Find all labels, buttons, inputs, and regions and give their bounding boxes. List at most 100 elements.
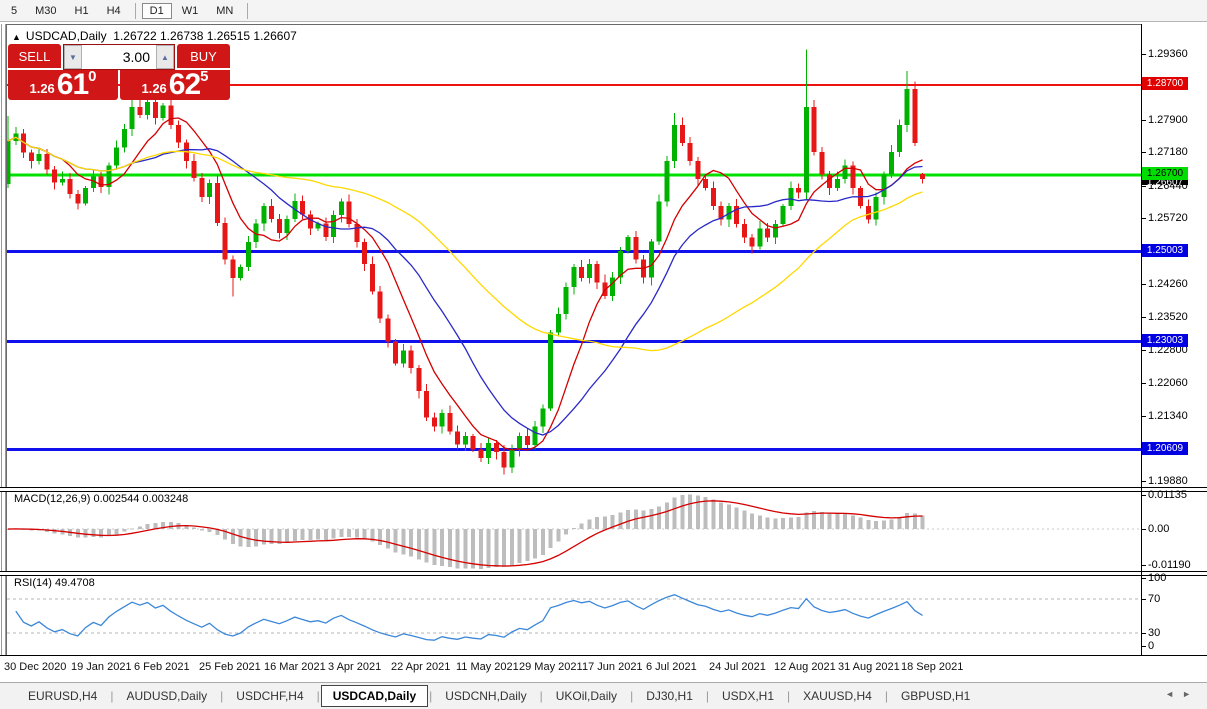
chart-tab-dj30[interactable]: DJ30,H1 [646,689,693,703]
tab-separator: | [884,689,888,703]
window-frame-left [1,24,6,680]
timeframe-button-5[interactable]: 5 [11,4,18,17]
sell-price-big: 61 [56,68,89,101]
chart-tab-ukoil[interactable]: UKOil,Daily [555,689,618,703]
price-tick-mark [1142,383,1146,384]
rsi-tick-mark [1142,578,1146,579]
date-label: 6 Jul 2021 [646,661,697,673]
timeframe-button-mn[interactable]: MN [216,4,234,17]
rsi-tick-label: 100 [1148,572,1167,584]
price-tick-label: 1.22800 [1148,344,1188,356]
buy-price-display[interactable]: 1.26 62 5 [120,68,230,101]
rsi-indicator-pane [6,574,1142,655]
macd-label: MACD(12,26,9) 0.002544 0.003248 [14,493,189,505]
date-label: 16 Mar 2021 [264,661,326,673]
chart-ohlc-header: ▲ USDCAD,Daily 1.26722 1.26738 1.26515 1.… [12,29,297,43]
chart-tab-audusd[interactable]: AUDUSD,Daily [126,689,208,703]
price-tick-mark [1142,284,1146,285]
sell-price-small: 1.26 [29,81,55,96]
rsi-tick-mark [1142,646,1146,647]
date-label: 22 Apr 2021 [391,661,451,673]
sell-button[interactable]: SELL [8,44,61,70]
buy-button[interactable]: BUY [177,44,230,70]
rsi-label: RSI(14) 49.4708 [14,577,95,589]
price-tick-label: 1.25720 [1148,212,1188,224]
tab-separator: | [539,689,543,703]
volume-increase-button[interactable]: ▲ [156,45,174,69]
date-label: 31 Aug 2021 [838,661,900,673]
date-axis: 30 Dec 2020 19 Jan 2021 6 Feb 2021 25 Feb 2… [0,656,1207,681]
buy-price-small: 1.26 [141,81,167,96]
price-level-badge: 1.26700 [1142,167,1188,180]
chart-tab-usdx[interactable]: USDX,H1 [722,689,775,703]
chart-tab-xauusd[interactable]: XAUUSD,H4 [803,689,872,703]
one-click-trade-panel: SELL ▼ 3.00 ▲ BUY 1.26 61 0 1.26 62 5 [8,44,230,100]
pane-splitter-macd[interactable] [0,487,1207,492]
price-level-badge: 1.25003 [1142,244,1188,257]
macd-tick-label: 0.00 [1148,523,1170,535]
tab-scroll-right-icon[interactable]: ► [1182,689,1199,699]
timeframe-toolbar: 5 M30 H1 H4 D1 W1 MN [0,0,1207,22]
date-label: 3 Apr 2021 [328,661,382,673]
sell-price-display[interactable]: 1.26 61 0 [8,68,118,101]
chart-tab-bar: EURUSD,H4 | AUDUSD,Daily | USDCHF,H4 | USDCAD,… [0,682,1207,709]
price-tick-label: 1.23520 [1148,311,1188,323]
tab-separator: | [316,689,320,703]
timeframe-button-w1[interactable]: W1 [181,4,199,17]
toolbar-separator [134,2,136,19]
timeframe-button-h1[interactable]: H1 [74,4,89,17]
price-tick-label: 1.19880 [1148,475,1188,487]
price-tick-mark [1142,152,1146,153]
macd-tick-mark [1142,529,1146,530]
tab-separator: | [630,689,634,703]
price-tick-mark [1142,186,1146,187]
date-label: 6 Feb 2021 [134,661,190,673]
sell-price-pip: 0 [88,68,97,85]
tab-separator: | [110,689,114,703]
rsi-tick-mark [1142,599,1146,600]
macd-indicator-pane [6,490,1142,571]
price-tick-mark [1142,416,1146,417]
collapse-triangle-icon[interactable]: ▲ [12,32,21,42]
toolbar-separator [247,2,249,19]
chart-tab-usdcnh[interactable]: USDCNH,Daily [445,689,527,703]
price-tick-label: 1.21340 [1148,410,1188,422]
chart-bottom-border [0,655,1207,656]
price-level-badge: 1.20609 [1142,442,1188,455]
timeframe-button-d1[interactable]: D1 [141,2,172,19]
date-label: 29 May 2021 [519,661,583,673]
buy-price-pip: 5 [200,68,209,85]
price-tick-label: 1.22060 [1148,377,1188,389]
price-tick-mark [1142,120,1146,121]
date-label: 17 Jun 2021 [582,661,643,673]
volume-input[interactable]: 3.00 [82,45,156,69]
pane-splitter-rsi[interactable] [0,571,1207,576]
price-chart-pane[interactable] [6,24,1142,488]
chart-tab-eurusd[interactable]: EURUSD,H4 [28,689,98,703]
buy-price-big: 62 [168,68,201,101]
price-tick-mark [1142,481,1146,482]
ohlc-values: 1.26722 1.26738 1.26515 1.26607 [113,29,297,43]
chart-tab-usdchf[interactable]: USDCHF,H4 [236,689,304,703]
price-tick-mark [1142,218,1146,219]
chart-tab-usdcad[interactable]: USDCAD,Daily [320,685,429,707]
date-label: 11 May 2021 [456,661,519,673]
price-tick-mark [1142,350,1146,351]
tab-separator: | [787,689,791,703]
chart-tab-gbpusd[interactable]: GBPUSD,H1 [900,689,971,703]
date-label: 25 Feb 2021 [199,661,261,673]
rsi-tick-label: 70 [1148,593,1161,605]
price-tick-label: 1.24260 [1148,278,1188,290]
tab-separator: | [429,689,433,703]
timeframe-button-h4[interactable]: H4 [106,4,121,17]
rsi-tick-mark [1142,633,1146,634]
timeframe-button-m30[interactable]: M30 [35,4,57,17]
date-label: 24 Jul 2021 [709,661,766,673]
tab-scroll-left-icon[interactable]: ◄ [1165,689,1183,699]
volume-decrease-button[interactable]: ▼ [64,45,82,69]
date-label: 19 Jan 2021 [71,661,132,673]
price-tick-label: 1.27900 [1148,114,1188,126]
rsi-tick-label: 0 [1148,640,1155,652]
macd-tick-mark [1142,495,1146,496]
